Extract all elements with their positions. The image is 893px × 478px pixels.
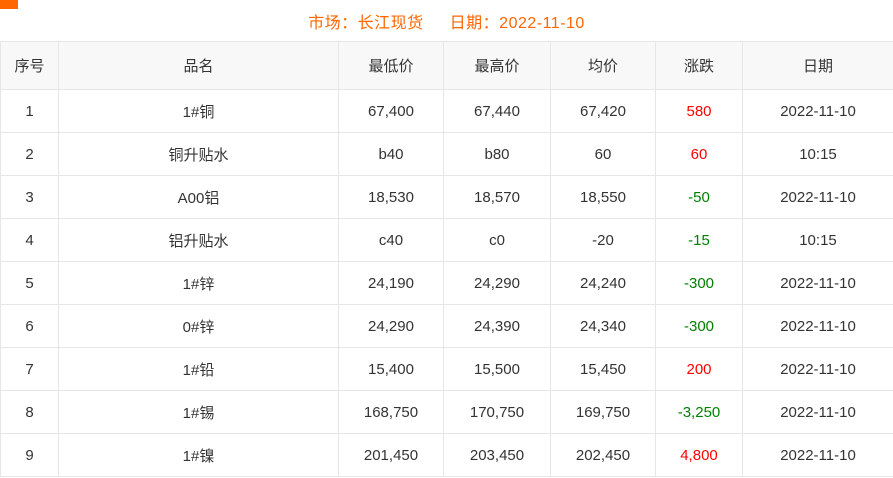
col-header-date: 日期 [742,41,893,90]
cell-product-name: 铜升贴水 [58,132,339,176]
cell-avg-price: 202,450 [550,433,656,477]
cell-high-price: 15,500 [443,347,551,391]
cell-date: 2022-11-10 [742,89,893,133]
cell-high-price: 203,450 [443,433,551,477]
cell-low-price: 168,750 [338,390,444,434]
cell-change: -3,250 [655,390,743,434]
table-row: 1 1#铜 67,400 67,440 67,420 580 2022-11-1… [0,89,893,133]
col-header-product: 品名 [58,41,339,90]
table-row: 2 铜升贴水 b40 b80 60 60 10:15 [0,132,893,176]
table-row: 9 1#镍 201,450 203,450 202,450 4,800 2022… [0,433,893,477]
table-row: 4 铝升贴水 c40 c0 -20 -15 10:15 [0,218,893,262]
cell-avg-price: -20 [550,218,656,262]
cell-low-price: 201,450 [338,433,444,477]
cell-index: 6 [0,304,59,348]
cell-date: 2022-11-10 [742,304,893,348]
table-header: 序号 品名 最低价 最高价 均价 涨跌 日期 [0,41,893,90]
cell-change: -50 [655,175,743,219]
cell-product-name: 1#锡 [58,390,339,434]
cell-product-name: 1#铜 [58,89,339,133]
table-row: 7 1#铅 15,400 15,500 15,450 200 2022-11-1… [0,347,893,391]
cell-low-price: 67,400 [338,89,444,133]
cell-avg-price: 18,550 [550,175,656,219]
table-row: 8 1#锡 168,750 170,750 169,750 -3,250 202… [0,390,893,434]
price-table: 序号 品名 最低价 最高价 均价 涨跌 日期 1 1#铜 67,400 67,4… [0,41,893,477]
cell-avg-price: 15,450 [550,347,656,391]
cell-date: 2022-11-10 [742,433,893,477]
cell-product-name: 铝升贴水 [58,218,339,262]
cell-low-price: 24,290 [338,304,444,348]
table-row: 5 1#锌 24,190 24,290 24,240 -300 2022-11-… [0,261,893,305]
col-header-low: 最低价 [338,41,444,90]
table-row: 3 A00铝 18,530 18,570 18,550 -50 2022-11-… [0,175,893,219]
cell-index: 4 [0,218,59,262]
cell-low-price: 24,190 [338,261,444,305]
cell-index: 9 [0,433,59,477]
cell-change: 4,800 [655,433,743,477]
cell-index: 1 [0,89,59,133]
cell-date: 10:15 [742,218,893,262]
cell-index: 8 [0,390,59,434]
cell-index: 2 [0,132,59,176]
cell-date: 2022-11-10 [742,175,893,219]
page-title: 市场：长江现货 日期：2022-11-10 [0,0,893,41]
cell-low-price: c40 [338,218,444,262]
cell-product-name: 0#锌 [58,304,339,348]
col-header-high: 最高价 [443,41,551,90]
cell-change: -15 [655,218,743,262]
cell-product-name: 1#铅 [58,347,339,391]
date-label: 日期：2022-11-10 [449,14,585,32]
header-row: 序号 品名 最低价 最高价 均价 涨跌 日期 [0,41,893,90]
cell-avg-price: 67,420 [550,89,656,133]
cell-avg-price: 60 [550,132,656,176]
table-row: 6 0#锌 24,290 24,390 24,340 -300 2022-11-… [0,304,893,348]
table-body: 1 1#铜 67,400 67,440 67,420 580 2022-11-1… [0,89,893,477]
cell-high-price: 67,440 [443,89,551,133]
col-header-change: 涨跌 [655,41,743,90]
cell-avg-price: 24,340 [550,304,656,348]
cell-change: -300 [655,304,743,348]
cell-change: 580 [655,89,743,133]
cell-avg-price: 169,750 [550,390,656,434]
cell-index: 3 [0,175,59,219]
cell-date: 10:15 [742,132,893,176]
cell-low-price: 18,530 [338,175,444,219]
cell-product-name: A00铝 [58,175,339,219]
col-header-avg: 均价 [550,41,656,90]
col-header-index: 序号 [0,41,59,90]
cell-high-price: 170,750 [443,390,551,434]
cell-product-name: 1#镍 [58,433,339,477]
cell-date: 2022-11-10 [742,261,893,305]
cell-change: -300 [655,261,743,305]
cell-low-price: 15,400 [338,347,444,391]
cell-index: 7 [0,347,59,391]
cell-index: 5 [0,261,59,305]
market-label: 市场：长江现货 [308,14,424,32]
cell-product-name: 1#锌 [58,261,339,305]
cell-date: 2022-11-10 [742,347,893,391]
cell-high-price: c0 [443,218,551,262]
cell-high-price: b80 [443,132,551,176]
cell-high-price: 24,290 [443,261,551,305]
cell-change: 200 [655,347,743,391]
cell-change: 60 [655,132,743,176]
cell-low-price: b40 [338,132,444,176]
cell-high-price: 24,390 [443,304,551,348]
cell-date: 2022-11-10 [742,390,893,434]
cell-high-price: 18,570 [443,175,551,219]
orange-corner-mark [0,0,18,9]
cell-avg-price: 24,240 [550,261,656,305]
